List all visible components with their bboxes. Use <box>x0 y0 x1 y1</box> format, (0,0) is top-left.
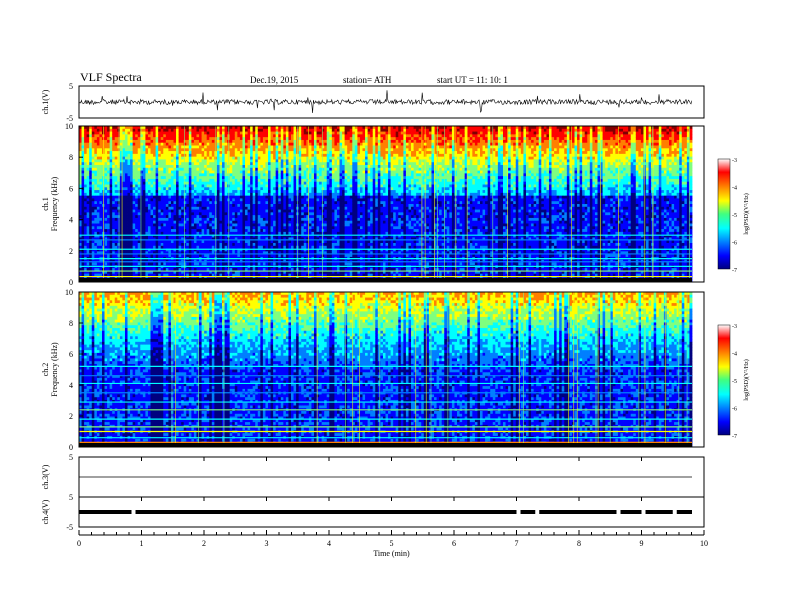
ch3-waveform-ylabel: ch.3(V) <box>41 464 50 489</box>
x-tick-label: 1 <box>140 539 144 548</box>
x-tick-label: 0 <box>77 539 81 548</box>
x-tick-label: 9 <box>640 539 644 548</box>
ch2-spectrogram-ytick-label: 2 <box>69 412 73 421</box>
ch1-spectrogram-ytick-label: 2 <box>69 247 73 256</box>
ch1-spectrogram-ylabel: ch.1 <box>41 197 50 211</box>
ch2-spectrogram-colorbar-tick-label: -6 <box>732 407 737 413</box>
ch4-waveform-ytick-label: 5 <box>69 493 73 502</box>
ch2-spectrogram-colorbar-label: log(PSD)(V²/Hz) <box>743 359 750 400</box>
ch2-spectrogram-ytick-label: 6 <box>69 350 73 359</box>
x-tick-label: 2 <box>202 539 206 548</box>
ch1-spectrogram-ytick-label: 10 <box>65 122 73 131</box>
ch2-spectrogram-ytick-label: 8 <box>69 319 73 328</box>
vlf-figure: 5-5ch.1(V)0246810ch.1 Frequency (kHz)-3-4… <box>0 0 792 612</box>
ch2-spectrogram-colorbar-tick-label: -7 <box>732 434 737 440</box>
ch2-spectrogram-heatmap <box>79 292 692 447</box>
ch1-spectrogram-colorbar-label: log(PSD)(V²/Hz) <box>743 193 750 234</box>
ch1-spectrogram-colorbar-tick-label: -4 <box>732 186 737 192</box>
ch2-spectrogram-ytick-label: 10 <box>65 288 73 297</box>
ch4-waveform-gap <box>517 509 521 515</box>
ch1-spectrogram-colorbar <box>718 159 730 269</box>
ch1-spectrogram-ytick-label: 4 <box>69 216 73 225</box>
ch1-waveform-ylabel: ch.1(V) <box>41 89 50 114</box>
ch1-spectrogram-colorbar-tick-label: -3 <box>732 158 737 164</box>
ch2-spectrogram-ytick-label: 0 <box>69 443 73 452</box>
ch4-waveform-gap <box>617 509 621 515</box>
ch4-waveform-ytick-label: -5 <box>66 523 73 532</box>
ch2-spectrogram-ytick-label: 4 <box>69 381 73 390</box>
ch1-spectrogram-ytick-label: 0 <box>69 278 73 287</box>
ch4-waveform-gap <box>642 509 646 515</box>
ch1-spectrogram-ylabel: Frequency (kHz) <box>50 176 59 231</box>
ch4-waveform-gap <box>132 509 136 515</box>
ch2-spectrogram-ylabel: ch.2 <box>41 363 50 377</box>
ch4-waveform-trace <box>79 510 692 514</box>
ch1-spectrogram-ytick-label: 6 <box>69 184 73 193</box>
ch2-spectrogram-colorbar-tick-label: -3 <box>732 324 737 330</box>
ch2-spectrogram-colorbar-tick-label: -4 <box>732 352 737 358</box>
ch1-spectrogram-colorbar-tick-label: -5 <box>732 213 737 219</box>
x-tick-label: 7 <box>515 539 519 548</box>
ch2-spectrogram-colorbar-tick-label: -5 <box>732 379 737 385</box>
x-tick-label: 5 <box>390 539 394 548</box>
ch2-spectrogram-dc-strip <box>79 443 692 447</box>
ch2-spectrogram-ylabel: Frequency (kHz) <box>50 342 59 397</box>
ch1-spectrogram-dc-strip <box>79 278 692 282</box>
x-tick-label: 8 <box>577 539 581 548</box>
ch1-waveform-trace <box>79 90 692 113</box>
ch1-spectrogram-colorbar-tick-label: -6 <box>732 241 737 247</box>
x-tick-label: 3 <box>265 539 269 548</box>
ch1-spectrogram-colorbar-tick-label: -7 <box>732 268 737 274</box>
ch4-waveform-gap <box>535 509 539 515</box>
ch1-waveform-ytick-label: 5 <box>69 82 73 91</box>
x-tick-label: 6 <box>452 539 456 548</box>
ch3-waveform-ytick-label: 5 <box>69 453 73 462</box>
x-tick-label: 4 <box>327 539 331 548</box>
ch4-waveform-ylabel: ch.4(V) <box>41 499 50 524</box>
ch1-spectrogram-ytick-label: 8 <box>69 153 73 162</box>
x-axis-label: Time (min) <box>373 549 410 558</box>
ch4-waveform-gap <box>673 509 677 515</box>
ch2-spectrogram-colorbar <box>718 325 730 435</box>
x-tick-label: 10 <box>700 539 708 548</box>
